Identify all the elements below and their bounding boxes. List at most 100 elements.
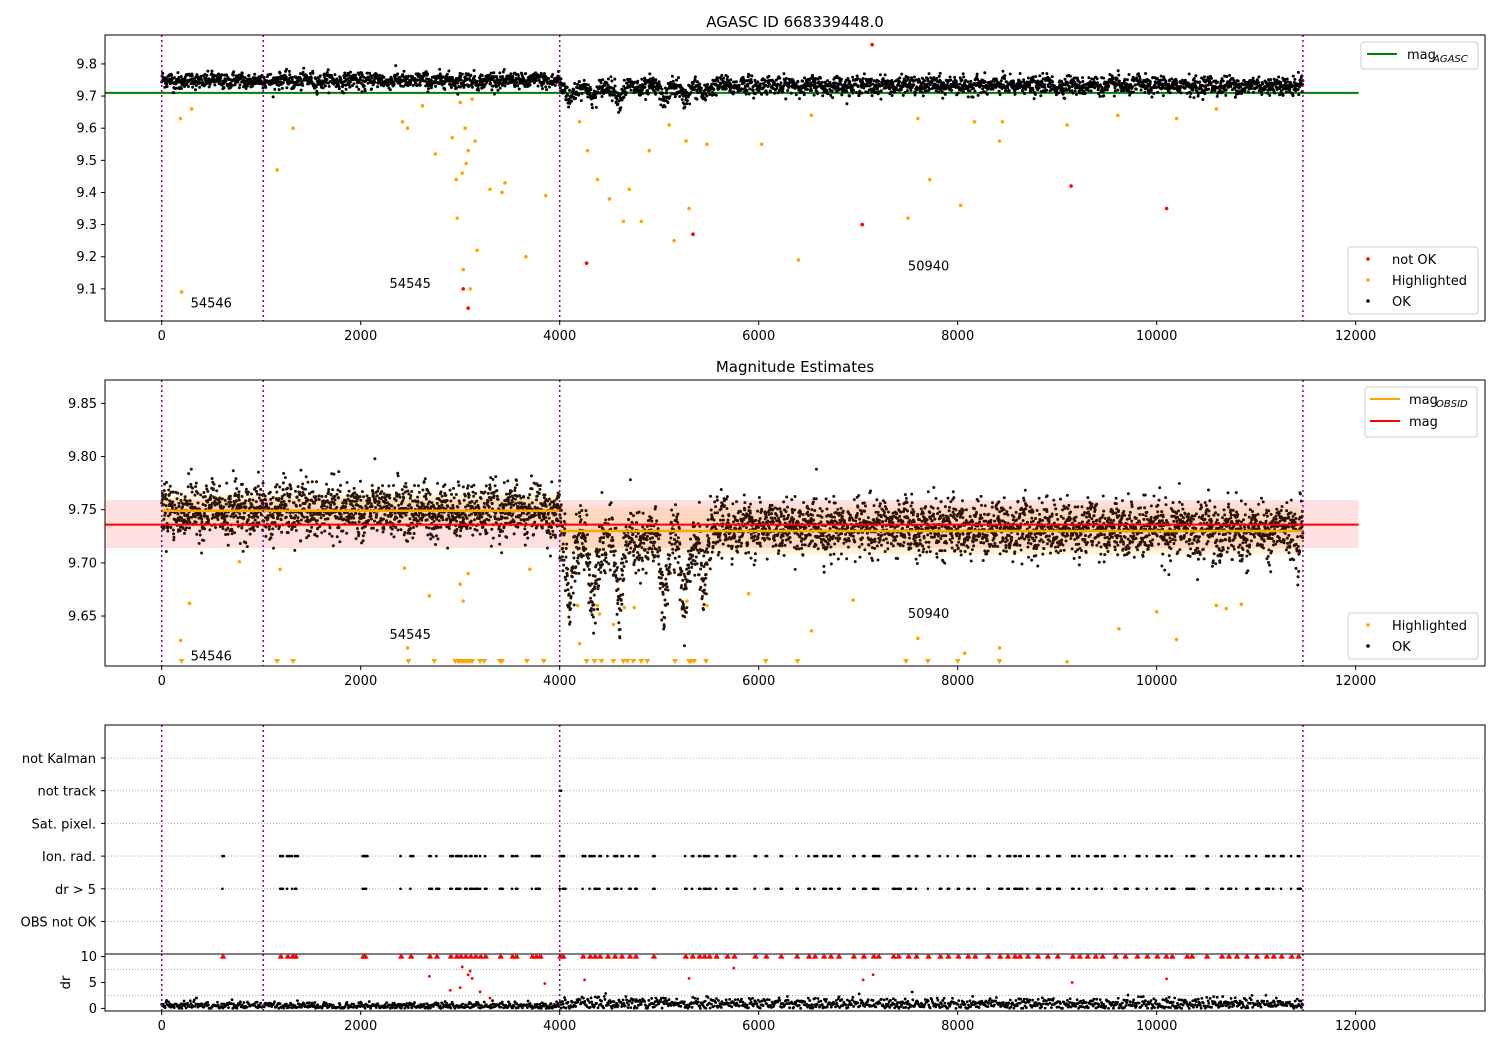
ok-point: [376, 85, 380, 89]
ok-point: [586, 83, 590, 87]
ok-point: [189, 482, 193, 486]
ok-point: [983, 71, 987, 75]
x-tick-label: 4000: [543, 329, 576, 344]
ok-point: [361, 534, 365, 538]
ok-point: [616, 102, 620, 106]
ok-point: [685, 99, 689, 103]
ok-point: [335, 492, 339, 496]
ok-point: [753, 92, 757, 96]
ok-point: [211, 488, 215, 492]
ok-point: [784, 97, 788, 101]
highlighted-point: [524, 254, 528, 259]
ok-point: [691, 82, 695, 86]
y-tick-label: 9.2: [76, 250, 97, 265]
ok-point: [172, 535, 176, 539]
ok-point: [393, 506, 397, 510]
ok-point: [188, 526, 192, 530]
ok-point: [928, 87, 932, 91]
ok-point: [301, 83, 305, 87]
ok-point: [183, 495, 187, 499]
ok-point: [876, 79, 880, 83]
ok-point: [1152, 92, 1156, 96]
highlighted-point: [928, 177, 932, 182]
ok-point: [345, 481, 349, 485]
ok-point: [392, 83, 396, 87]
ok-point: [760, 92, 764, 96]
ok-point: [204, 76, 208, 80]
ok-point: [238, 541, 242, 545]
ok-point: [769, 90, 773, 94]
y-tick-label: 9.7: [76, 90, 97, 105]
ok-point: [1116, 88, 1120, 92]
not-ok-point: [461, 287, 465, 291]
ok-point: [243, 76, 247, 80]
ok-point: [1203, 92, 1207, 96]
ok-point: [382, 75, 386, 79]
ok-point: [264, 534, 268, 538]
ok-point: [818, 76, 822, 80]
legend-marker: [1366, 257, 1370, 261]
ok-point: [802, 93, 806, 97]
ok-point: [1031, 75, 1035, 79]
ok-point: [1021, 89, 1025, 93]
highlighted-point: [463, 126, 467, 130]
ok-point: [256, 470, 260, 474]
ok-point: [551, 72, 555, 76]
ok-point: [732, 90, 736, 94]
ok-point: [331, 544, 335, 548]
ok-point: [246, 518, 250, 522]
ok-point: [237, 498, 241, 502]
ok-point: [403, 531, 407, 535]
ok-point: [912, 75, 916, 79]
ok-point: [590, 106, 594, 110]
ok-point: [968, 89, 972, 93]
ok-point: [489, 81, 493, 85]
ok-point: [1139, 88, 1143, 92]
ok-point: [950, 88, 954, 92]
ok-point: [1285, 77, 1289, 81]
ok-point: [720, 73, 724, 77]
ok-point: [473, 74, 477, 78]
not-ok-point: [584, 261, 589, 265]
highlighted-point: [470, 97, 474, 102]
ok-point: [961, 90, 965, 94]
ok-point: [746, 84, 750, 88]
ok-point: [644, 98, 648, 102]
ok-point: [296, 519, 300, 523]
ok-point: [898, 76, 902, 80]
ok-point: [238, 83, 242, 87]
ok-point: [415, 84, 419, 88]
ok-point: [1183, 78, 1187, 82]
ok-point: [218, 500, 222, 504]
ok-point: [524, 72, 528, 76]
ok-point: [392, 483, 396, 487]
ok-point: [231, 469, 235, 473]
ok-point: [545, 88, 549, 92]
ok-point: [1028, 83, 1032, 87]
ok-point: [327, 91, 331, 95]
ok-point: [722, 76, 726, 80]
ok-point: [1113, 86, 1117, 90]
ok-point: [304, 487, 308, 491]
ok-point: [280, 77, 284, 81]
ok-point: [1224, 88, 1228, 92]
ok-point: [246, 490, 250, 494]
ok-point: [1105, 88, 1109, 92]
x-tick-label: 12000: [1335, 329, 1376, 344]
ok-point: [1087, 89, 1091, 93]
ok-point: [831, 96, 835, 100]
ok-point: [290, 77, 294, 81]
ok-point: [398, 519, 402, 523]
ok-point: [409, 80, 413, 84]
ok-point: [175, 497, 179, 501]
ok-point: [360, 90, 364, 94]
ok-point: [553, 83, 557, 87]
ok-point: [441, 75, 445, 79]
ok-point: [332, 502, 336, 506]
ok-point: [202, 491, 206, 495]
ok-point: [370, 483, 374, 487]
ok-point: [359, 498, 363, 502]
ok-point: [648, 72, 652, 76]
ok-point: [225, 481, 229, 485]
ok-point: [1095, 81, 1099, 85]
